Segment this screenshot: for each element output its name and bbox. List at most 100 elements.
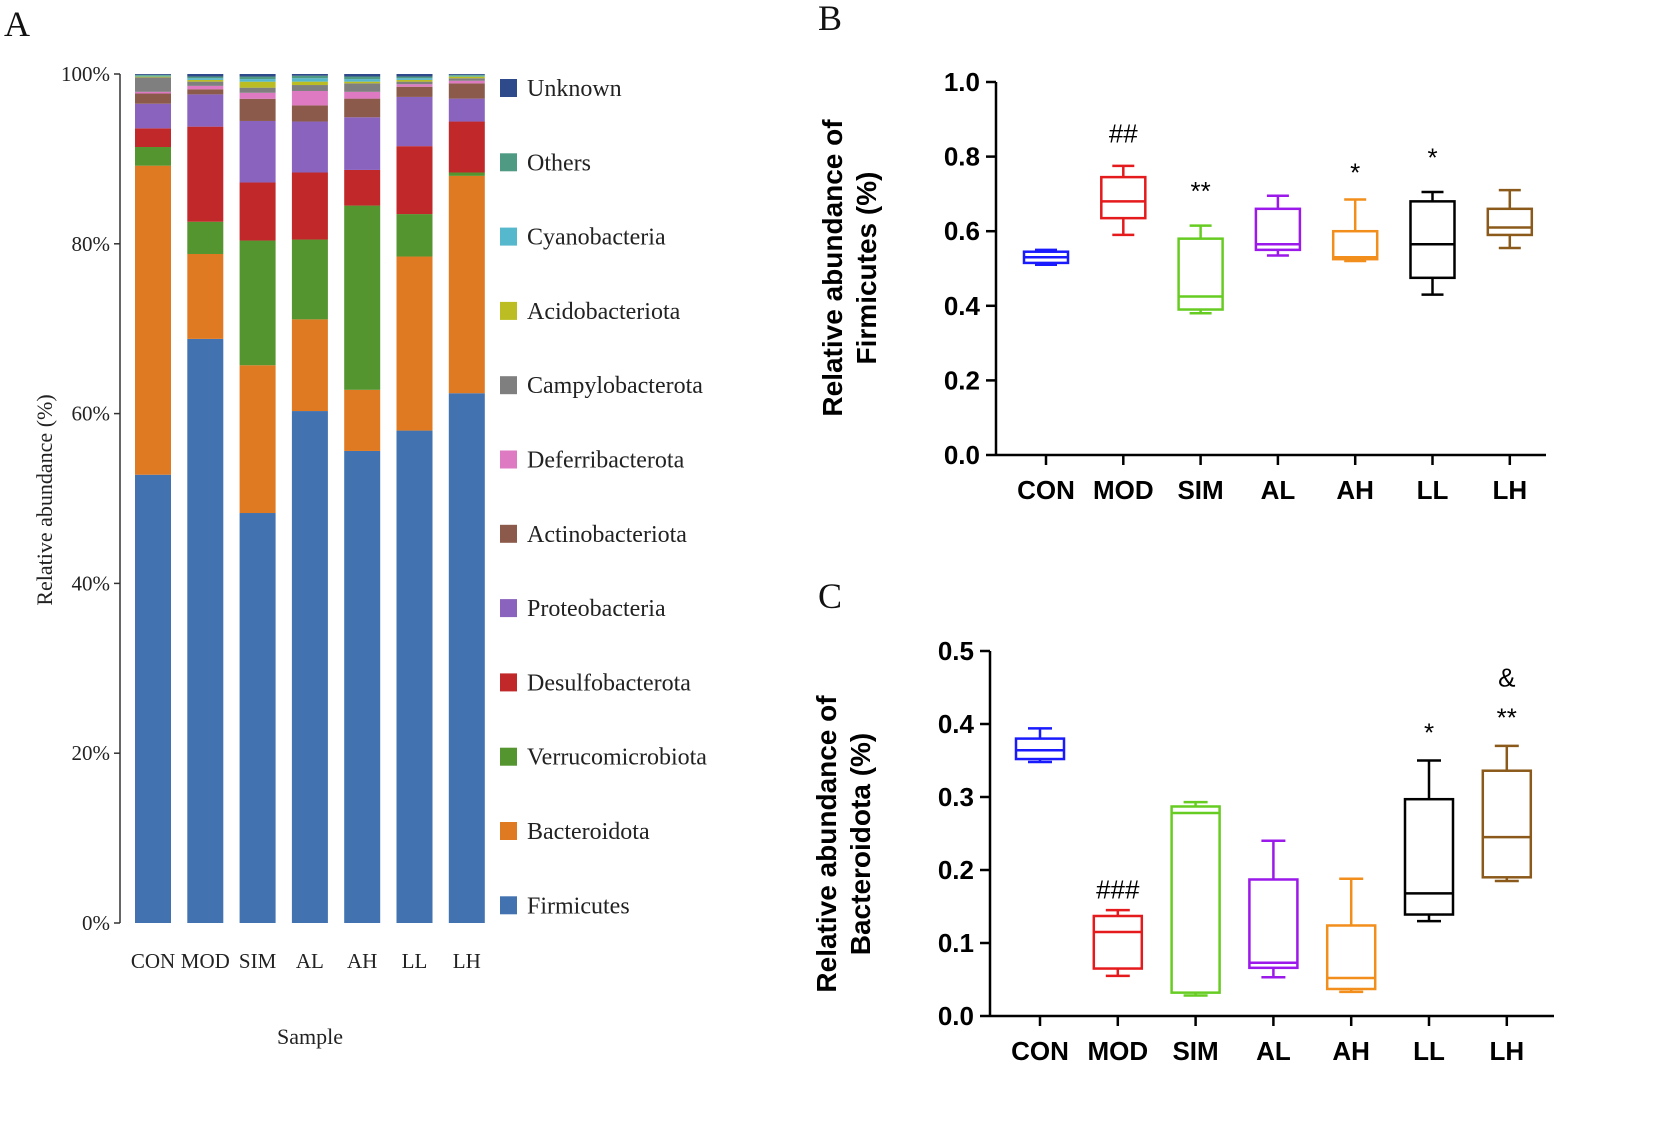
bar-con-campylobacterota	[135, 77, 171, 92]
significance-mod: ##	[1109, 118, 1138, 148]
legend-swatch-unknown	[500, 79, 517, 97]
bar-ll-campylobacterota	[396, 81, 433, 85]
bar-al-others	[291, 75, 328, 79]
y-tick-label: 0.4	[944, 291, 981, 321]
bar-ll-unknown	[396, 74, 433, 77]
bar-ll-others	[396, 76, 433, 79]
bar-ah-bacteroidota	[344, 389, 381, 451]
y-tick-label: 0.0	[944, 440, 980, 470]
bar-mod-desulfobacterota	[187, 126, 224, 222]
boxes	[1014, 727, 1533, 997]
legend-label-bacteroidota: Bacteroidota	[527, 819, 650, 845]
y-axis-label: Relative abundance (%)	[32, 394, 57, 605]
box-lh	[1481, 744, 1533, 883]
y-tick-label: 0.6	[944, 216, 980, 246]
iqr-box	[1325, 924, 1377, 991]
significance-lh: &	[1498, 663, 1515, 693]
x-tick-label-sim: SIM	[1177, 475, 1223, 505]
bar-con-deferribacterota	[135, 91, 171, 94]
bar-al-firmicutes	[291, 411, 328, 923]
bar-mod-bacteroidota	[187, 253, 224, 339]
legend-swatch-others	[500, 153, 517, 172]
iqr-box	[1481, 769, 1533, 879]
bar-al-cyanobacteria	[291, 78, 328, 82]
bar-ll-deferribacterota	[396, 84, 433, 87]
y-tick-label: 1.0	[944, 67, 980, 97]
bar-lh-bacteroidota	[448, 175, 485, 394]
significance-ll: *	[1424, 717, 1434, 747]
legend-label-unknown: Unknown	[527, 76, 622, 102]
bar-ah-actinobacteriota	[344, 98, 381, 118]
bar-al-acidobacteriota	[291, 81, 328, 86]
bar-sim-proteobacteria	[239, 120, 276, 183]
x-tick-label-mod: MOD	[1093, 475, 1154, 505]
y-tick-label: 0.3	[938, 782, 974, 812]
y-tick-label: 0.1	[938, 928, 974, 958]
y-tick-label: 0%	[82, 911, 110, 935]
y-tick-label: 80%	[72, 232, 111, 256]
bar-ah-deferribacterota	[344, 91, 381, 99]
x-tick-label-lh: LH	[453, 949, 481, 973]
bar-mod-proteobacteria	[187, 94, 224, 127]
bar-al-desulfobacterota	[291, 172, 328, 240]
bar-ah-proteobacteria	[344, 117, 381, 170]
y-tick-label: 0.5	[938, 636, 974, 666]
bar-lh-desulfobacterota	[448, 121, 485, 173]
box-mod	[1092, 908, 1144, 978]
bar-ah-verrucomicrobiota	[344, 205, 381, 390]
stacked-bar-chart: 0% 20% 40% 60% 80% 100% CON MOD SIM AL AH LL LH Rel…	[32, 62, 707, 1049]
y-tick-label: 0.4	[938, 709, 975, 739]
bar-lh-unknown	[448, 74, 485, 75]
panel-label-a: A	[4, 4, 30, 44]
bar-ll-cyanobacteria	[396, 78, 433, 80]
y-tick-label: 0.0	[938, 1001, 974, 1031]
iqr-box	[1170, 805, 1221, 994]
box-ll	[1409, 190, 1456, 296]
y-axis-label-line1: Relative abundance of	[811, 695, 842, 993]
iqr-box	[1248, 878, 1299, 970]
box-al	[1248, 839, 1299, 979]
legend-label-others: Others	[527, 150, 591, 176]
bar-sim-campylobacterota	[239, 87, 276, 93]
bar-ll-acidobacteriota	[396, 79, 433, 82]
bar-lh-actinobacteriota	[448, 83, 485, 99]
bar-sim-acidobacteriota	[239, 81, 276, 88]
iqr-box	[1100, 175, 1147, 220]
y-axis-label-line2: Firmicutes (%)	[851, 172, 882, 365]
bacteroidota-box-plot: 0.0 0.1 0.2 0.3 0.4 0.5 CON MOD SIM AL AH LL LH ###…	[811, 636, 1554, 1066]
y-axis-label-line2: Bacteroidota (%)	[845, 733, 876, 955]
x-tick-label-mod: MOD	[181, 949, 230, 973]
bar-lh-verrucomicrobiota	[448, 172, 485, 176]
y-tick-label: 40%	[72, 571, 111, 595]
legend-label-verrucomicrobiota: Verrucomicrobiota	[527, 745, 707, 771]
bar-mod-actinobacteriota	[187, 89, 224, 95]
bar-mod-firmicutes	[187, 338, 224, 923]
bar-al-bacteroidota	[291, 319, 328, 412]
bar-sim-desulfobacterota	[239, 182, 276, 241]
bar-con-acidobacteriota	[135, 76, 171, 78]
stacked-bars	[135, 74, 485, 923]
bar-con-firmicutes	[135, 474, 171, 923]
significance-lh: **	[1497, 703, 1517, 733]
bar-sim-bacteroidota	[239, 365, 276, 514]
legend-label-acidobacteriota: Acidobacteriota	[527, 299, 681, 325]
legend-swatch-cyanobacteria	[500, 227, 517, 246]
x-tick-label-al: AL	[1256, 1036, 1291, 1066]
bar-ll-proteobacteria	[396, 96, 433, 147]
bar-lh-campylobacterota	[448, 78, 485, 81]
bar-ah-campylobacterota	[344, 83, 381, 92]
legend-label-firmicutes: Firmicutes	[527, 893, 630, 919]
bar-lh-deferribacterota	[448, 80, 485, 84]
bar-con-desulfobacterota	[135, 128, 171, 148]
x-tick-label-al: AL	[1261, 475, 1296, 505]
bar-al-actinobacteriota	[291, 105, 328, 122]
x-tick-label-al: AL	[296, 949, 324, 973]
bar-al-deferribacterota	[291, 90, 328, 106]
bar-ll-actinobacteriota	[396, 86, 433, 97]
axes	[986, 80, 1546, 465]
bar-al-campylobacterota	[291, 85, 328, 91]
x-tick-label-ll: LL	[402, 949, 428, 973]
y-axis	[114, 73, 121, 924]
x-tick-label-con: CON	[1011, 1036, 1069, 1066]
bar-ll-firmicutes	[396, 430, 433, 923]
